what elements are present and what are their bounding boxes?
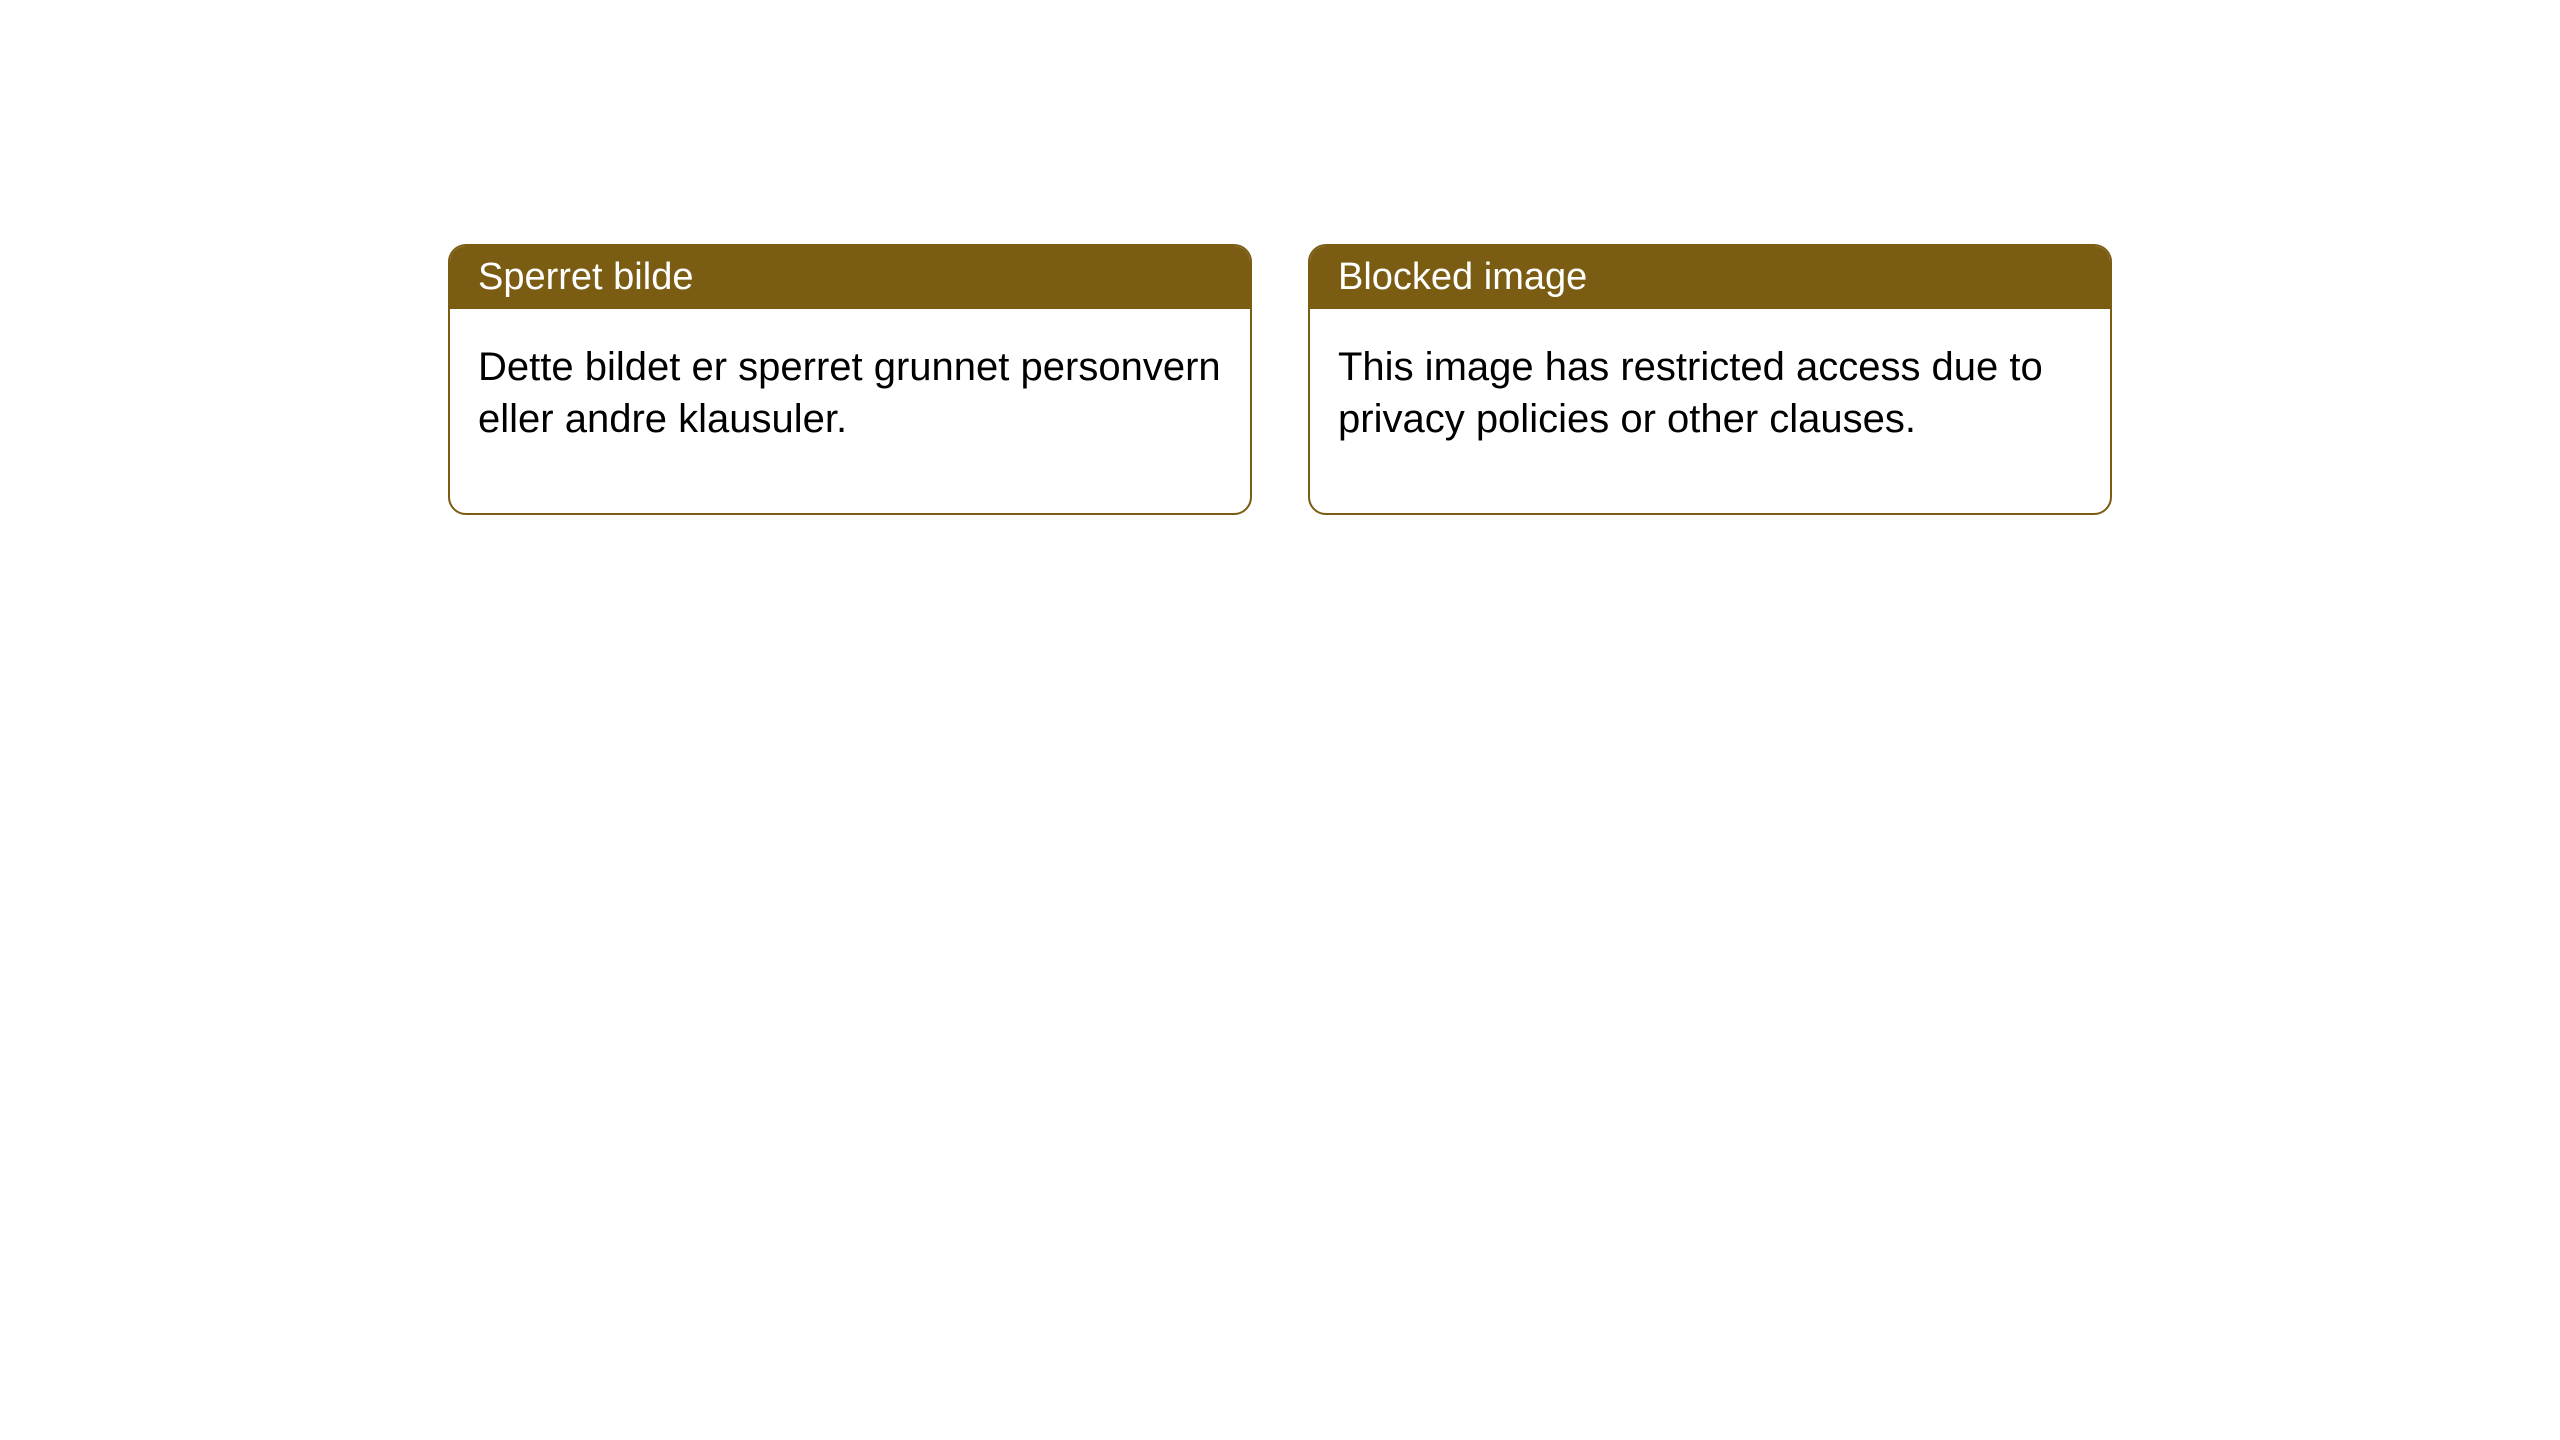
notice-container: Sperret bilde Dette bildet er sperret gr… bbox=[0, 0, 2560, 515]
notice-body-en: This image has restricted access due to … bbox=[1310, 309, 2110, 513]
notice-box-no: Sperret bilde Dette bildet er sperret gr… bbox=[448, 244, 1252, 515]
notice-body-no: Dette bildet er sperret grunnet personve… bbox=[450, 309, 1250, 513]
notice-title-en: Blocked image bbox=[1310, 246, 2110, 309]
notice-title-no: Sperret bilde bbox=[450, 246, 1250, 309]
notice-box-en: Blocked image This image has restricted … bbox=[1308, 244, 2112, 515]
